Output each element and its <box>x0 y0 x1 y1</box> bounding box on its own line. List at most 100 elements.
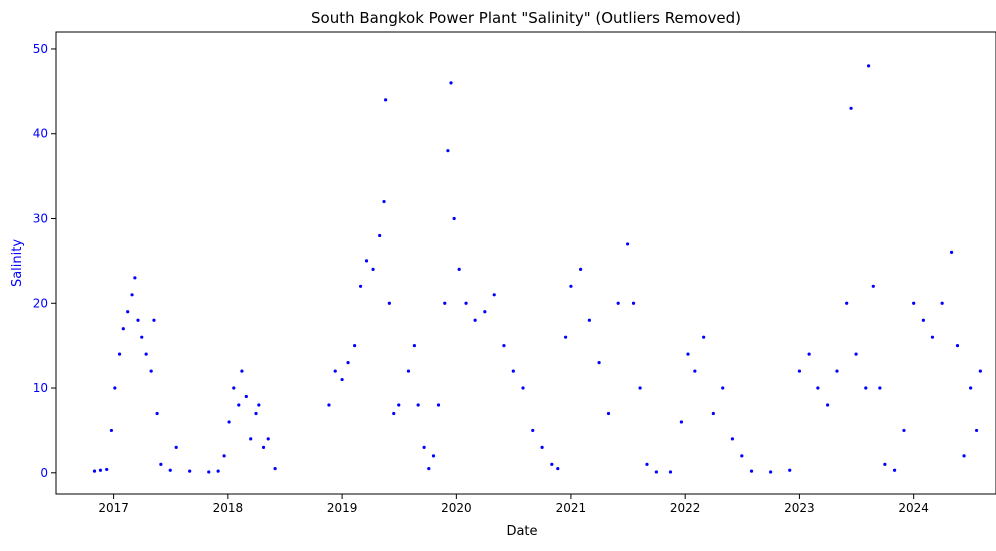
data-point <box>126 310 130 314</box>
data-point <box>616 301 620 305</box>
data-point <box>431 454 436 458</box>
data-point <box>654 470 658 474</box>
data-point <box>540 445 544 449</box>
data-point <box>98 468 103 472</box>
data-point <box>921 318 925 322</box>
data-point <box>521 386 525 390</box>
data-point <box>978 369 982 373</box>
data-point <box>436 403 441 407</box>
data-point <box>693 369 697 373</box>
data-point <box>136 318 140 322</box>
x-tick-label: 2018 <box>213 501 244 515</box>
data-point <box>511 369 515 373</box>
data-point <box>327 403 331 407</box>
data-point <box>550 462 554 466</box>
data-point <box>227 420 231 424</box>
data-point <box>638 386 642 390</box>
x-tick-label: 2024 <box>898 501 929 515</box>
data-point <box>457 267 461 271</box>
x-tick-label: 2023 <box>784 501 815 515</box>
y-axis-label: Salinity <box>10 239 25 287</box>
data-point <box>159 462 163 466</box>
plot-frame <box>55 31 996 495</box>
data-point <box>254 411 258 416</box>
data-point <box>261 445 266 449</box>
y-tick-label: 30 <box>33 211 48 225</box>
data-point <box>384 98 388 102</box>
data-point <box>825 403 830 407</box>
data-point <box>749 469 754 473</box>
data-point <box>579 267 583 271</box>
data-point <box>721 386 725 390</box>
data-point <box>556 466 560 471</box>
data-point <box>113 386 117 390</box>
y-tick-label: 40 <box>33 127 48 141</box>
data-point <box>645 462 649 466</box>
chart-title: South Bangkok Power Plant "Salinity" (Ou… <box>311 9 741 27</box>
x-axis-label: Date <box>506 524 537 539</box>
data-point <box>188 469 192 473</box>
data-point <box>121 327 125 331</box>
data-point <box>464 301 468 305</box>
data-point <box>740 454 744 458</box>
data-point <box>149 369 153 373</box>
data-point <box>531 428 535 433</box>
x-tick-label: 2021 <box>556 501 587 515</box>
data-point <box>867 64 871 68</box>
y-tick-label: 20 <box>33 296 48 310</box>
data-point <box>871 284 875 288</box>
data-point <box>144 352 148 356</box>
data-point <box>105 467 109 472</box>
data-point <box>174 445 178 449</box>
data-point <box>930 335 935 339</box>
y-tick-label: 50 <box>33 42 48 56</box>
y-tick-label: 10 <box>33 381 48 395</box>
data-point <box>955 344 960 348</box>
y-axis: 0 10 20 30 40 50 <box>33 42 56 480</box>
plot-area <box>92 64 982 474</box>
data-point <box>854 352 858 356</box>
data-point <box>371 267 375 271</box>
data-point <box>483 310 487 314</box>
data-point <box>569 284 573 288</box>
data-point <box>412 344 417 348</box>
data-point <box>249 437 253 441</box>
data-point <box>387 301 391 305</box>
data-point <box>679 420 684 424</box>
y-tick-label: 0 <box>40 466 48 480</box>
x-tick-label: 2019 <box>327 501 358 515</box>
data-point <box>449 81 453 85</box>
data-point <box>940 301 944 305</box>
data-point <box>406 369 411 373</box>
data-point <box>686 352 690 356</box>
data-point <box>273 466 277 471</box>
x-tick-label: 2022 <box>670 501 701 515</box>
data-point <box>257 403 261 407</box>
data-point <box>949 250 954 255</box>
x-tick-label: 2020 <box>441 501 472 515</box>
data-point <box>364 259 369 263</box>
data-point <box>835 369 839 373</box>
data-point <box>473 318 477 322</box>
data-point <box>333 369 337 373</box>
data-point <box>168 468 172 472</box>
data-point <box>378 233 382 238</box>
data-point <box>133 276 137 280</box>
data-point <box>816 386 820 390</box>
data-point <box>864 386 868 390</box>
data-point <box>969 386 973 390</box>
data-point <box>702 335 706 339</box>
data-point <box>730 437 735 441</box>
data-point <box>416 403 420 407</box>
data-point <box>358 284 363 288</box>
data-point <box>883 462 887 466</box>
data-point <box>216 469 220 473</box>
data-point <box>237 403 241 407</box>
data-point <box>631 301 636 305</box>
data-point <box>492 293 496 297</box>
data-point <box>443 301 447 305</box>
data-point <box>625 242 630 246</box>
data-point <box>346 361 350 365</box>
